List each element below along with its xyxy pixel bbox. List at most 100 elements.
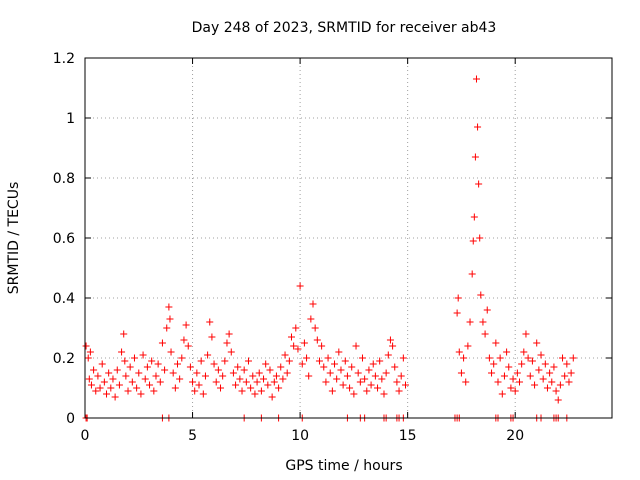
x-tick-label: 0 — [81, 428, 90, 444]
data-point — [346, 384, 354, 392]
y-tick-label: 0.8 — [53, 171, 75, 187]
data-point — [380, 390, 388, 398]
data-point — [563, 360, 571, 368]
plot-frame — [84, 57, 613, 419]
data-point — [307, 315, 315, 323]
data-point — [554, 396, 562, 404]
data-point — [556, 381, 564, 389]
data-point — [492, 339, 500, 347]
data-point — [552, 387, 560, 395]
data-point — [227, 348, 235, 356]
data-point — [120, 330, 128, 338]
data-point — [133, 384, 141, 392]
data-point — [234, 363, 242, 371]
data-point — [303, 354, 311, 362]
data-point — [550, 363, 558, 371]
data-point — [94, 372, 102, 380]
data-point — [374, 384, 382, 392]
data-point — [331, 360, 339, 368]
data-point — [561, 372, 569, 380]
data-point — [238, 387, 246, 395]
data-point — [296, 282, 304, 290]
data-point — [206, 318, 214, 326]
data-point — [275, 384, 283, 392]
data-point — [326, 369, 334, 377]
data-point — [313, 336, 321, 344]
data-point — [262, 360, 270, 368]
data-point — [569, 354, 577, 362]
data-point — [212, 378, 220, 386]
data-point — [100, 378, 108, 386]
data-point — [244, 357, 252, 365]
data-point — [281, 351, 289, 359]
data-point — [541, 360, 549, 368]
data-point — [470, 213, 478, 221]
data-point — [565, 378, 573, 386]
data-point — [180, 336, 188, 344]
y-axis-label: SRMTID / TECUs — [6, 182, 22, 295]
data-point — [509, 375, 517, 383]
data-point — [197, 357, 205, 365]
data-point — [350, 390, 358, 398]
data-point — [535, 366, 543, 374]
data-point — [247, 384, 255, 392]
data-point — [229, 369, 237, 377]
data-point — [371, 372, 379, 380]
data-points — [82, 75, 577, 422]
data-point — [462, 378, 470, 386]
data-point — [454, 294, 462, 302]
data-point — [496, 354, 504, 362]
data-point — [122, 372, 130, 380]
data-point — [531, 381, 539, 389]
data-point — [107, 384, 115, 392]
data-point — [479, 318, 487, 326]
data-point — [477, 291, 485, 299]
data-point — [272, 372, 280, 380]
data-point — [503, 348, 511, 356]
data-point — [384, 351, 392, 359]
data-point — [483, 306, 491, 314]
data-point — [559, 354, 567, 362]
data-point — [335, 348, 343, 356]
data-point — [469, 237, 477, 245]
y-tick-label: 1 — [66, 111, 75, 127]
data-point — [217, 384, 225, 392]
data-point — [176, 375, 184, 383]
data-point — [399, 354, 407, 362]
data-point — [128, 378, 136, 386]
data-point — [376, 357, 384, 365]
data-point — [300, 339, 308, 347]
data-point — [328, 387, 336, 395]
y-tick-label: 0.4 — [53, 291, 75, 307]
data-point — [494, 378, 502, 386]
data-point — [266, 366, 274, 374]
data-point — [161, 366, 169, 374]
data-point — [165, 303, 173, 311]
data-point — [455, 348, 463, 356]
data-point — [236, 375, 244, 383]
data-point — [285, 357, 293, 365]
data-point — [464, 342, 472, 350]
data-point — [513, 369, 521, 377]
x-tick-label: 5 — [188, 428, 197, 444]
chart-title: Day 248 of 2023, SRMTID for receiver ab4… — [192, 20, 497, 36]
data-point — [283, 369, 291, 377]
data-point — [382, 369, 390, 377]
data-point — [516, 378, 524, 386]
data-point — [520, 348, 528, 356]
data-point — [348, 363, 356, 371]
data-point — [152, 372, 160, 380]
data-point — [193, 369, 201, 377]
data-point — [490, 360, 498, 368]
data-point — [279, 375, 287, 383]
data-point — [339, 381, 347, 389]
data-point — [150, 387, 158, 395]
data-point — [567, 369, 575, 377]
data-point — [358, 354, 366, 362]
data-point — [324, 354, 332, 362]
data-point — [341, 357, 349, 365]
data-point — [154, 360, 162, 368]
x-tick-label: 15 — [399, 428, 417, 444]
data-point — [511, 387, 519, 395]
data-point — [363, 387, 371, 395]
